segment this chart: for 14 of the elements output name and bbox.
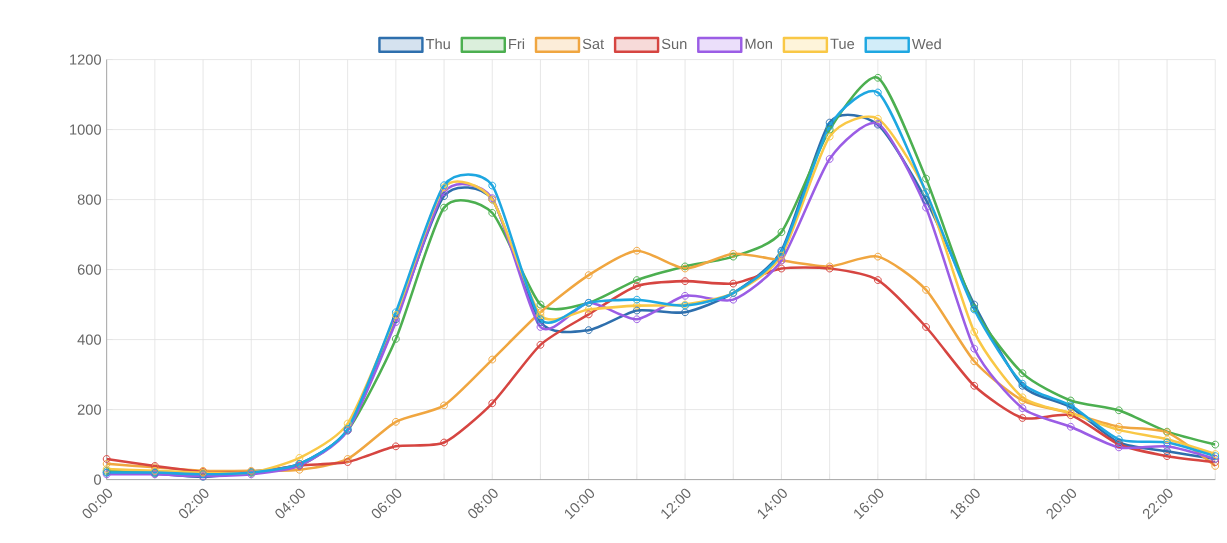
legend-label: Mon <box>745 38 772 49</box>
legend-label: Tue <box>830 38 855 49</box>
legend-label: Fri <box>509 38 525 50</box>
legend-label: Thu <box>425 38 450 50</box>
y-tick-label: 1200 <box>70 54 101 65</box>
y-tick-label: 800 <box>77 194 101 205</box>
legend-label: Wed <box>911 38 941 50</box>
legend-label: Sat <box>582 38 605 50</box>
legend-label: Sun <box>661 38 687 50</box>
y-tick-label: 400 <box>77 334 101 345</box>
y-tick-label: 600 <box>77 264 101 275</box>
y-tick-label: 1000 <box>70 124 101 135</box>
y-tick-label: 200 <box>77 404 101 415</box>
y-tick-label: 0 <box>94 474 101 485</box>
